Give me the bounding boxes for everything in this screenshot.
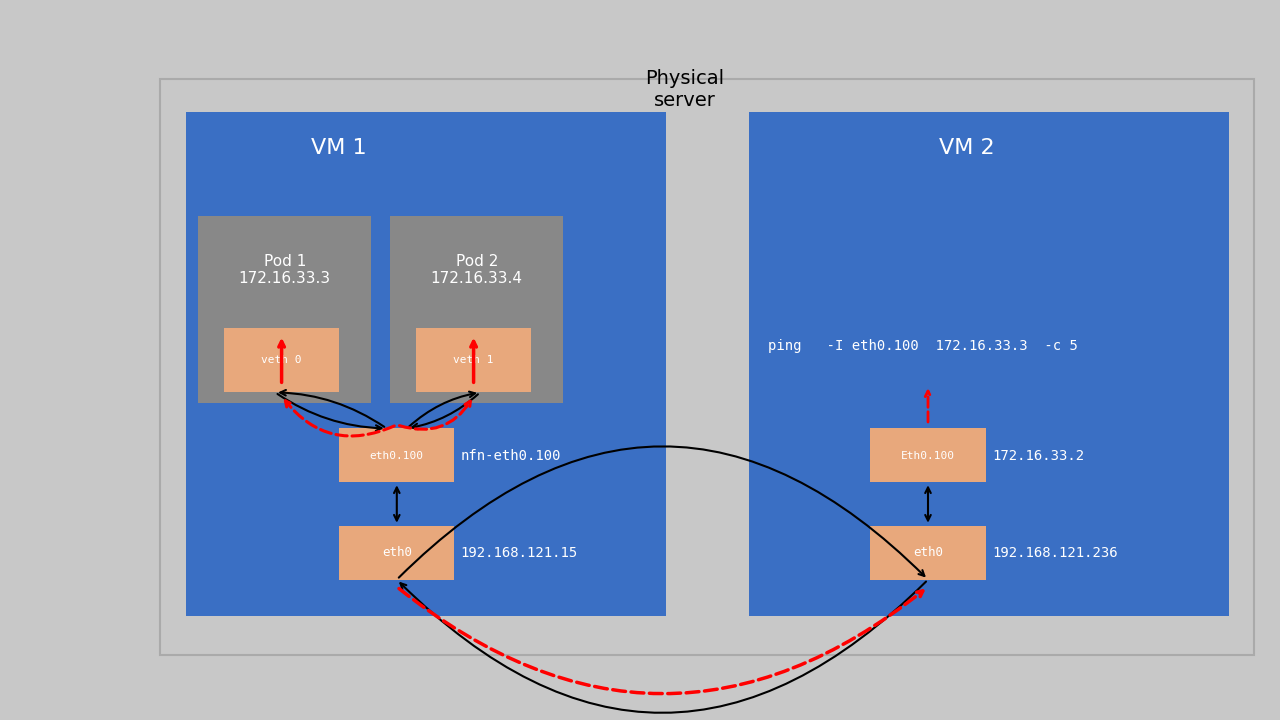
Text: VM 1: VM 1: [311, 138, 367, 158]
Text: 192.168.121.236: 192.168.121.236: [992, 546, 1117, 560]
FancyBboxPatch shape: [224, 328, 339, 392]
Text: veth 1: veth 1: [453, 355, 494, 365]
Text: Pod 1
172.16.33.3: Pod 1 172.16.33.3: [239, 254, 330, 286]
FancyBboxPatch shape: [339, 526, 454, 580]
FancyBboxPatch shape: [870, 428, 986, 482]
FancyBboxPatch shape: [339, 428, 454, 482]
Text: Pod 2
172.16.33.4: Pod 2 172.16.33.4: [431, 254, 522, 286]
Text: Physical
server: Physical server: [645, 70, 724, 110]
Text: 192.168.121.15: 192.168.121.15: [461, 546, 579, 560]
FancyBboxPatch shape: [749, 112, 1229, 616]
Text: nfn-eth0.100: nfn-eth0.100: [461, 449, 562, 463]
Text: eth0: eth0: [913, 546, 943, 559]
Text: veth 0: veth 0: [261, 355, 302, 365]
Text: VM 2: VM 2: [938, 138, 995, 158]
Text: 172.16.33.2: 172.16.33.2: [992, 449, 1084, 463]
Text: Eth0.100: Eth0.100: [901, 451, 955, 461]
Text: eth0: eth0: [381, 546, 412, 559]
FancyBboxPatch shape: [416, 328, 531, 392]
FancyBboxPatch shape: [198, 216, 371, 403]
Text: eth0.100: eth0.100: [370, 451, 424, 461]
FancyBboxPatch shape: [870, 526, 986, 580]
FancyBboxPatch shape: [390, 216, 563, 403]
FancyBboxPatch shape: [186, 112, 666, 616]
Text: ping   -I eth0.100  172.16.33.3  -c 5: ping -I eth0.100 172.16.33.3 -c 5: [768, 338, 1078, 353]
FancyBboxPatch shape: [160, 79, 1254, 655]
